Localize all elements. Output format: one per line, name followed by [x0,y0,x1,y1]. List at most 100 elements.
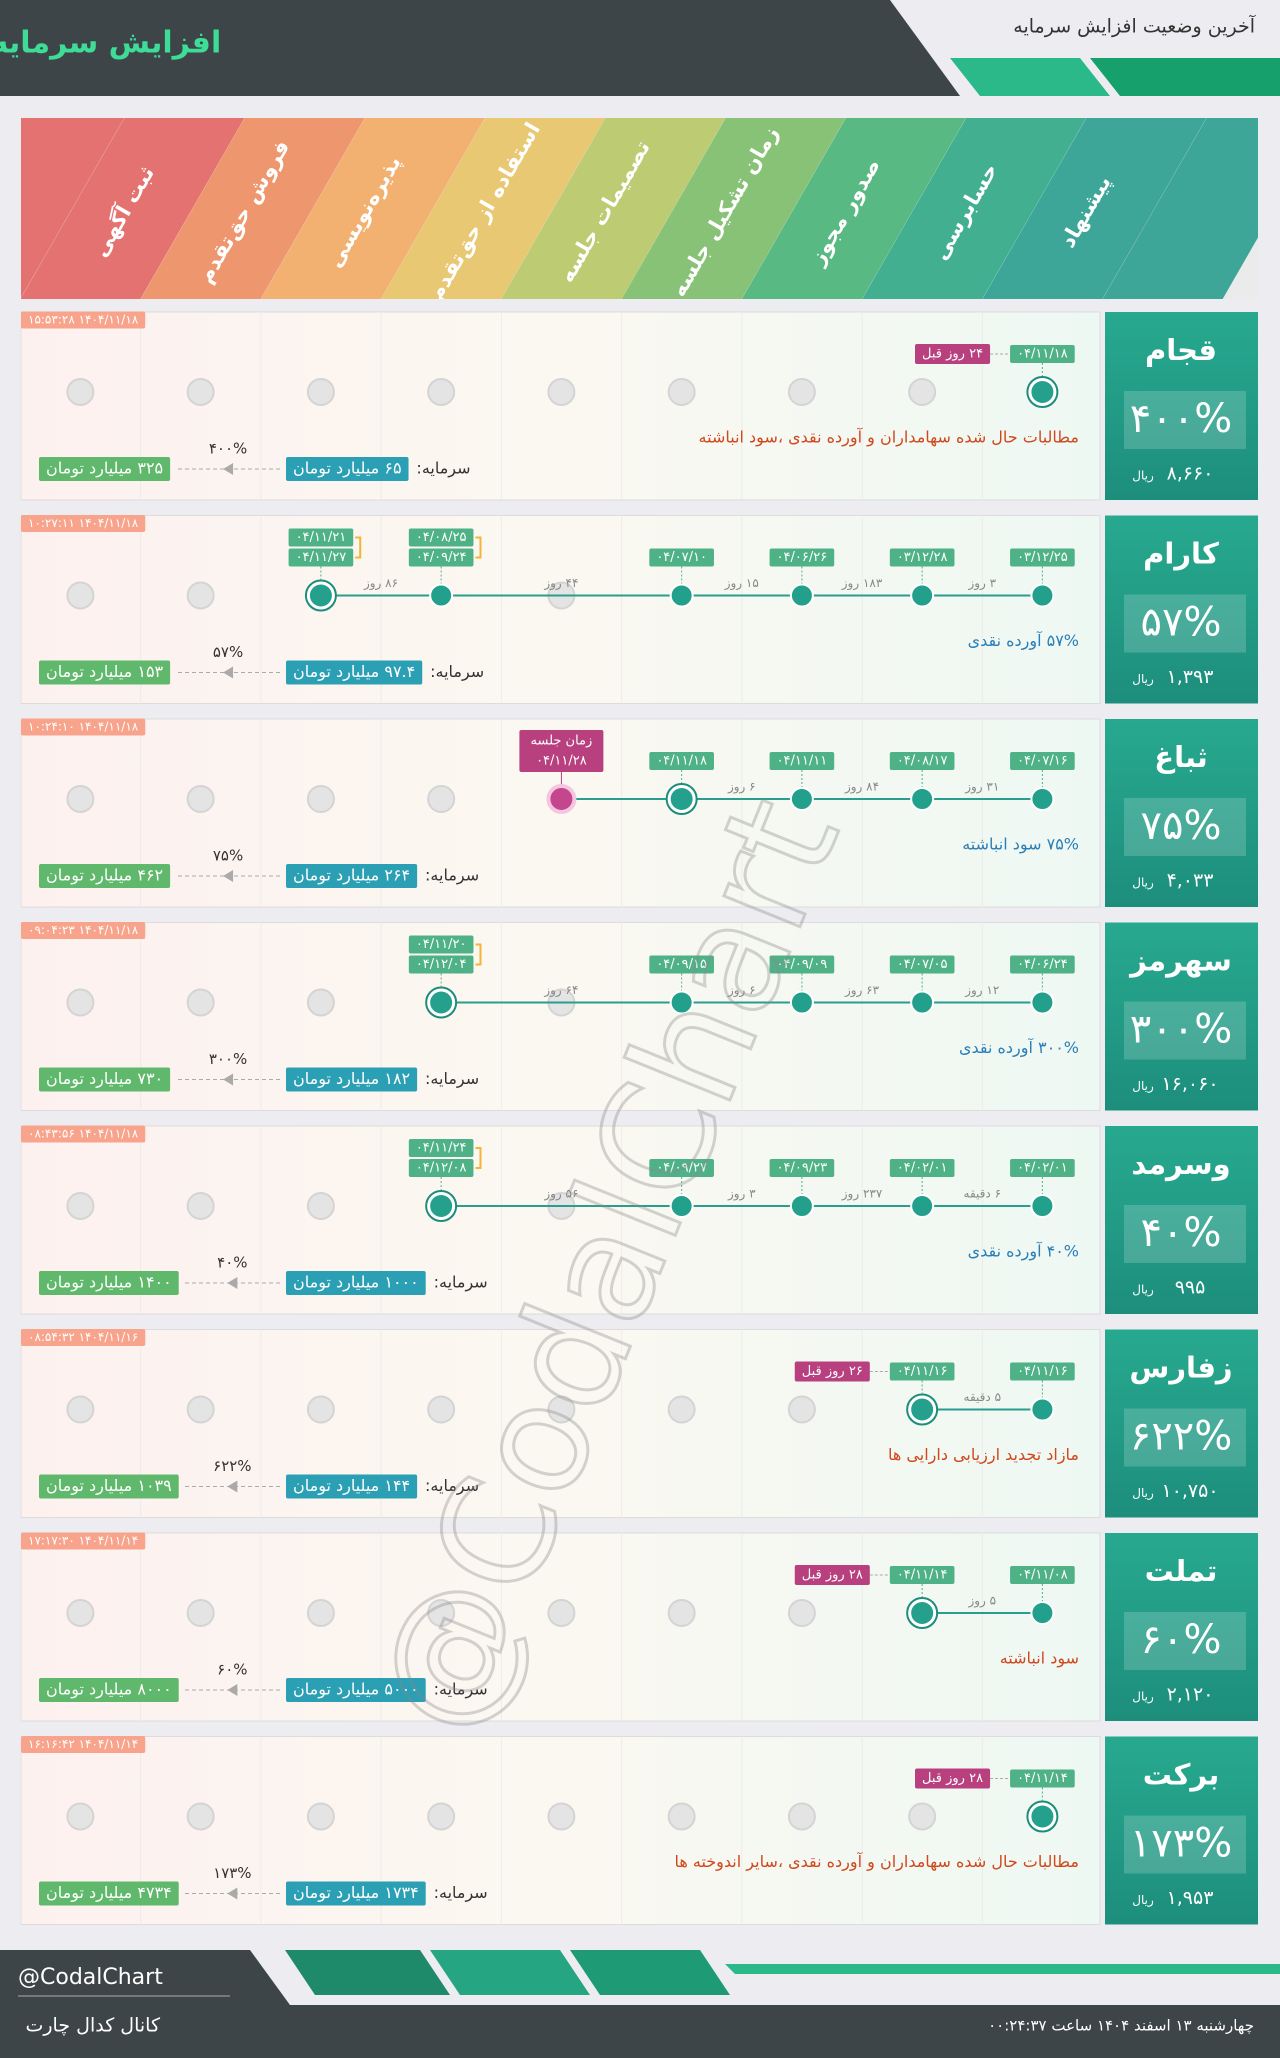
capital-box [286,864,418,888]
company-name: تملت [1145,1554,1218,1588]
pending-stage [66,988,95,1017]
pending-stage [787,1802,816,1831]
capital: ۱۷۳۴ میلیارد تومان [293,1883,419,1903]
date-bracket [475,1147,482,1169]
done-node [1030,1601,1055,1625]
node-date: ۰۴/۱۱/۲۴ [416,1141,467,1156]
node-date-box [889,548,955,567]
capital-box [286,660,423,685]
node-date-box [889,1159,955,1177]
company-name: وسرمد [1131,1147,1230,1181]
price: ۱,۹۵۳ [1167,1887,1214,1909]
done-node [910,1194,935,1218]
percent-panel [1124,391,1246,449]
arrow-head [227,1887,238,1900]
price: ۸,۶۶۰ [1167,463,1214,485]
pending-stage [667,1802,696,1831]
done-node [789,990,814,1015]
gap-label: ۸۶ روز [363,576,398,591]
description: ۵۷% آورده نقدی [968,631,1079,651]
pending-stage [667,378,696,406]
timestamp: ۱۴۰۴/۱۱/۱۶ ۰۸:۵۴:۳۲ [28,1330,138,1344]
pending-stage [787,378,816,406]
node-date: ۰۴/۱۲/۰۴ [416,957,467,972]
gap-label: ۶ روز [727,983,756,998]
capital-label: سرمایه: [434,1273,488,1293]
pending-stage [186,988,215,1017]
new-capital: ۸۰۰۰ میلیارد تومان [46,1680,172,1700]
node-date-box [769,1159,835,1177]
active-node-core [911,1398,934,1421]
timestamp-box [21,922,146,939]
price: ۹۹۵ [1175,1277,1206,1299]
company-percent: ۶۲۲% [1130,1414,1232,1460]
arrow-head [227,1684,238,1696]
node-date: ۰۴/۰۲/۰۱ [1017,1161,1068,1176]
price: ۱۶,۰۶۰ [1161,1073,1218,1095]
node-date: ۰۴/۱۱/۲۰ [416,937,467,952]
node-date: ۰۴/۰۷/۱۶ [1017,754,1068,769]
row-panel [1105,719,1258,907]
node-date: ۰۴/۱۱/۲۷ [296,550,347,565]
price: ۴,۰۳۳ [1167,870,1214,892]
price-unit: ریال [1132,672,1154,687]
increase-label: ۴۰۰% [209,440,247,458]
active-node-core [911,1602,934,1624]
pending-stage [427,1395,456,1424]
increase-label: ۶۰% [217,1661,247,1679]
node-date-box [889,1362,955,1381]
timestamp: ۱۴۰۴/۱۱/۱۴ ۱۷:۱۷:۳۰ [28,1534,138,1548]
timestamp-box [21,1329,146,1346]
pending-stage [427,1599,456,1627]
capital-box [286,1678,426,1702]
rows: قجام ۴۰۰% ۸,۶۶۰ ریال ۱۴۰۴/۱۱/۱۸ ۱۵:۵۳:۲۸ ۰۴/۱… [19,311,1258,1925]
header-subtitle: آخرین وضعیت افزایش سرمایه [1013,14,1255,38]
node-date-box [1010,1769,1075,1788]
company-percent: ۴۰% [1141,1210,1222,1256]
stage-band [621,118,846,299]
timestamp: ۱۴۰۴/۱۱/۱۴ ۱۶:۱۶:۴۲ [28,1737,138,1751]
node-date-box [408,1139,474,1157]
company-row: برکت ۱۷۳% ۱,۹۵۳ ریال ۱۴۰۴/۱۱/۱۴ ۱۶:۱۶:۴۲ ۰۴/۱… [19,1736,1258,1925]
node-date: ۰۴/۰۶/۲۴ [1017,957,1068,972]
pending-stage [547,1395,576,1424]
node-date: ۰۴/۱۱/۱۸ [656,754,707,769]
pending-stage [306,1802,335,1831]
new-capital: ۷۳۰ میلیارد تومان [46,1069,163,1089]
timestamp-box [21,1532,146,1550]
node-date-box [649,1159,714,1177]
price: ۱۰,۷۵۰ [1161,1480,1218,1502]
node-date: ۰۴/۰۸/۲۵ [416,530,467,545]
date-bracket [475,536,482,559]
done-node [910,990,935,1015]
stage-band [741,118,966,299]
footer-stripe [285,1950,450,1995]
node-date-box [889,955,955,974]
row-card [20,1736,1101,1925]
node-date-box [889,1566,955,1584]
description: سود انباشته [1000,1649,1079,1669]
timestamp: ۱۴۰۴/۱۱/۱۸ ۱۵:۵۳:۲۸ [28,313,139,327]
arrow-head [227,1480,238,1493]
capital-box [286,1474,418,1499]
pending-stage [306,1395,335,1424]
node-date: ۰۴/۱۱/۱۴ [1017,1771,1068,1786]
price: ۲,۱۲۰ [1167,1684,1214,1706]
node-date-box [649,752,714,770]
description: ۷۵% سود انباشته [962,835,1079,855]
company-name: زفارس [1129,1351,1232,1385]
description: مازاد تجدید ارزیابی دارایی ها [888,1445,1079,1465]
new-capital-box [39,660,171,685]
row-card [20,922,1101,1111]
pending-stage [667,1395,696,1424]
done-node [789,583,814,608]
active-node-core [430,991,453,1014]
gap-label: ۶۳ روز [844,983,880,998]
done-node [789,1194,814,1218]
timestamp-box [21,1736,146,1753]
new-capital-box [39,1067,171,1092]
company-name: کارام [1143,537,1219,571]
arrow-head [223,463,234,475]
header-stripe [950,58,1110,96]
